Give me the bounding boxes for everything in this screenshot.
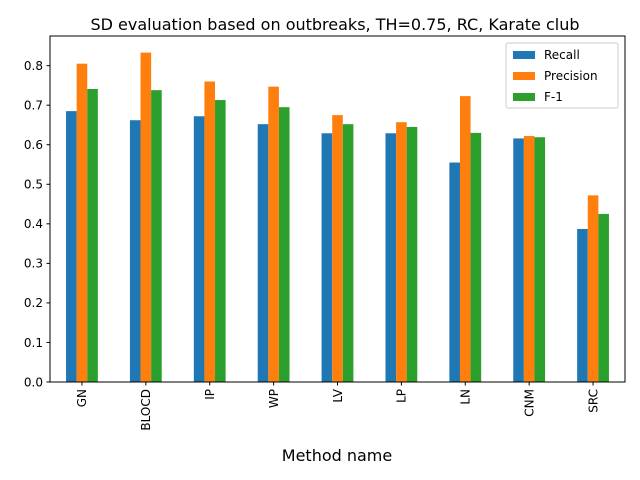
legend-label: Recall [544,48,580,62]
bar-f-1-src [598,213,609,382]
x-tick-label: CNM [522,389,536,417]
bar-precision-lp [396,122,407,382]
y-tick-label: 0.8 [24,59,43,73]
y-tick-label: 0.5 [24,178,43,192]
bar-precision-wp [268,86,279,382]
bar-f-1-wp [278,107,290,383]
legend-box [505,42,619,109]
bar-recall-blocd [129,120,141,382]
y-tick-label: 0.0 [24,375,43,389]
bar-recall-wp [257,124,269,382]
bar-precision-blocd [140,52,152,382]
bar-f-1-ln [470,132,482,382]
bars-group [66,52,609,383]
y-axis: 0.0 0.1 0.2 0.3 0.4 0.5 0.6 0.7 0.8 [24,59,50,389]
bar-precision-ln [459,96,471,383]
x-axis-title: Method name [282,446,392,465]
bar-recall-ln [449,162,460,382]
bar-recall-gn [66,111,77,382]
y-tick-label: 0.2 [24,296,43,310]
x-tick-label: LN [459,389,473,405]
x-tick-label: LP [395,389,409,403]
legend-swatch [513,51,535,59]
legend-swatch [513,93,535,101]
bar-f-1-gn [87,88,98,382]
bar-f-1-blocd [151,90,162,383]
bar-precision-src [587,195,599,382]
y-tick-label: 0.6 [24,138,43,152]
x-tick-label: WP [267,389,281,408]
bar-precision-gn [76,63,88,383]
legend: Recall Precision F-1 [505,42,619,109]
bar-f-1-ip [215,100,226,383]
bar-recall-lv [321,133,333,382]
x-tick-label: SRC [586,389,600,413]
chart-title: SD evaluation based on outbreaks, TH=0.7… [90,15,579,34]
y-tick-label: 0.7 [24,99,43,113]
x-tick-label: IP [203,389,217,400]
bar-recall-cnm [513,138,524,382]
bar-recall-src [577,228,588,382]
y-tick-label: 0.1 [24,336,43,350]
bar-f-1-lp [406,126,418,382]
bar-precision-ip [204,81,216,382]
legend-label: Precision [544,69,598,83]
bar-f-1-lv [342,124,354,382]
bar-recall-ip [193,116,205,382]
bar-precision-lv [332,115,343,382]
bar-recall-lp [385,133,397,382]
legend-label: F-1 [544,90,563,104]
x-tick-label: LV [331,388,345,402]
y-tick-label: 0.3 [24,257,43,271]
x-axis: GN BLOCD IP WP LV LP LN CNM SRC [75,382,600,431]
y-tick-label: 0.4 [24,217,43,231]
legend-swatch [513,72,535,80]
x-tick-label: GN [75,389,89,407]
x-tick-label: BLOCD [139,389,153,431]
bar-f-1-cnm [534,137,546,382]
bar-precision-cnm [523,136,535,382]
